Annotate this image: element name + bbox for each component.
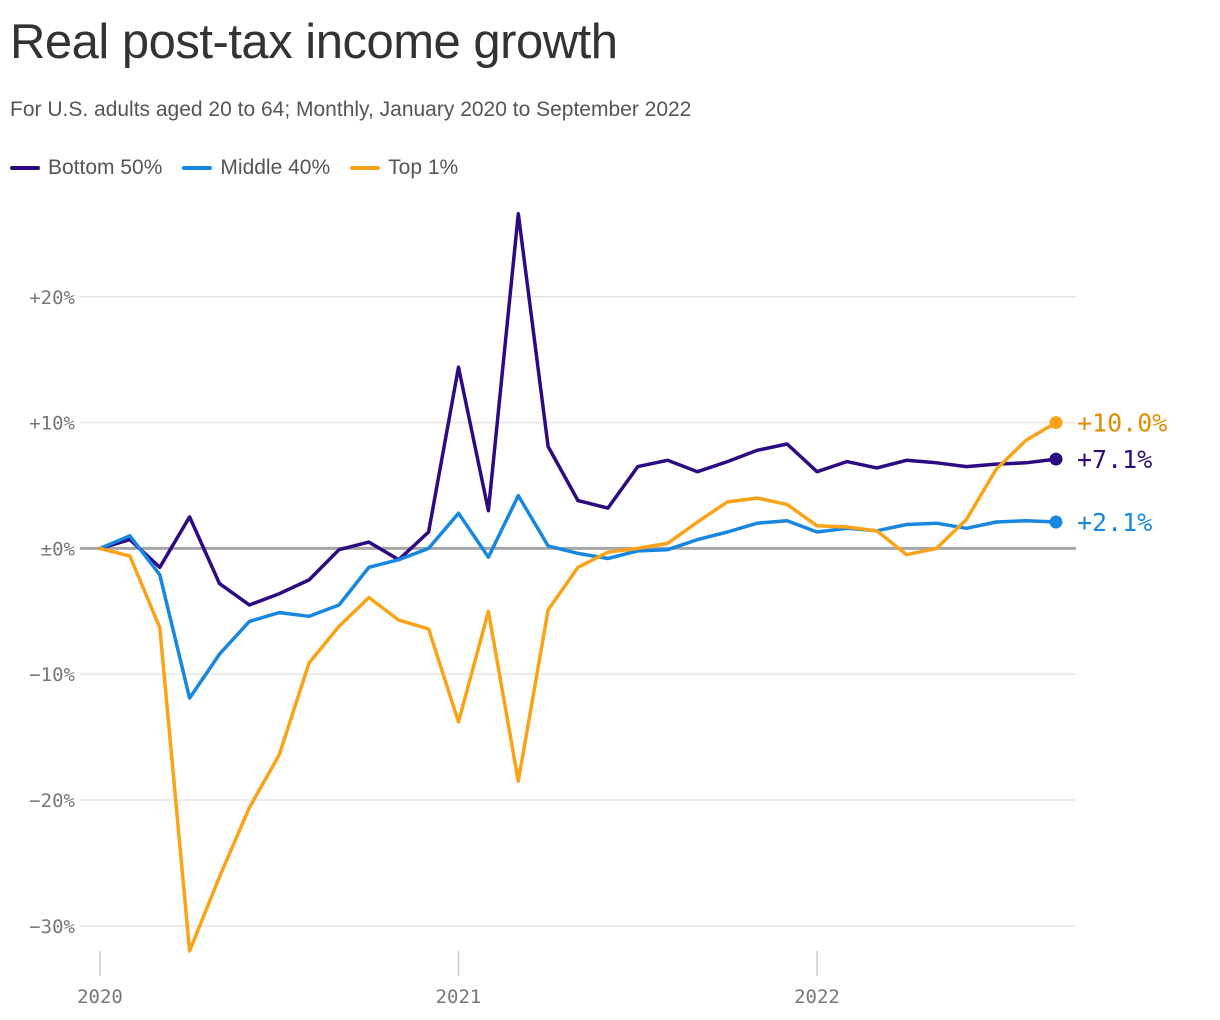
legend-item-middle-40: Middle 40%: [182, 156, 330, 180]
series-line-top-1: [98, 420, 1058, 953]
legend-swatch-top-1: [350, 166, 381, 170]
end-value-label: +7.1%: [1077, 445, 1152, 474]
legend-label-middle-40: Middle 40%: [220, 156, 331, 179]
series-end-point-bottom-50: [1049, 452, 1063, 466]
series-end-point-middle-40: [1049, 515, 1063, 529]
y-tick-label: −20%: [29, 790, 75, 812]
grid-layer: [80, 296, 1076, 976]
chart-legend: Bottom 50% Middle 40% Top 1%: [10, 156, 458, 180]
series-line-bottom-50: [98, 211, 1058, 607]
series-layer: [98, 211, 1063, 953]
legend-label-bottom-50: Bottom 50%: [48, 156, 163, 179]
series-line-middle-40: [98, 493, 1058, 700]
y-tick-label: +10%: [29, 413, 75, 435]
label-layer: +20% +10% ±0% −10% −20% −30% 2020 2021 2022 +10.0…: [29, 287, 1167, 1008]
x-tick-label: 2020: [77, 986, 123, 1008]
y-tick-label: ±0%: [41, 538, 76, 560]
page-title: Real post-tax income growth: [10, 15, 618, 69]
series-end-point-top-1: [1049, 416, 1063, 430]
page-subtitle: For U.S. adults aged 20 to 64; Monthly, …: [10, 98, 692, 121]
legend-swatch-bottom-50: [10, 166, 40, 170]
y-tick-label: +20%: [29, 287, 75, 309]
y-tick-label: −10%: [29, 664, 75, 686]
y-tick-label: −30%: [29, 916, 75, 938]
legend-item-bottom-50: Bottom 50%: [10, 156, 162, 180]
legend-label-top-1: Top 1%: [388, 156, 459, 179]
end-value-label: +10.0%: [1077, 409, 1167, 438]
legend-swatch-middle-40: [182, 166, 213, 170]
end-value-label: +2.1%: [1077, 508, 1152, 537]
legend-item-top-1: Top 1%: [350, 156, 458, 180]
x-tick-label: 2021: [436, 986, 482, 1008]
x-tick-label: 2022: [794, 986, 840, 1008]
